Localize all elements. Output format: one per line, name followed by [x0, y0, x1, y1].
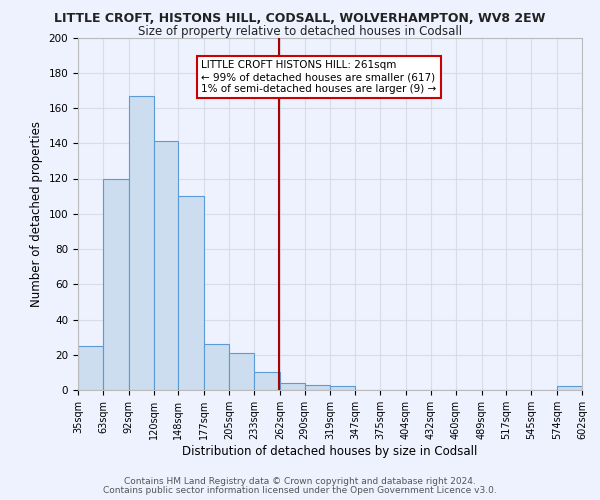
- Bar: [178, 196, 204, 390]
- Text: Size of property relative to detached houses in Codsall: Size of property relative to detached ho…: [138, 24, 462, 38]
- Bar: [103, 178, 128, 390]
- X-axis label: Distribution of detached houses by size in Codsall: Distribution of detached houses by size …: [182, 444, 478, 458]
- Bar: [280, 383, 305, 390]
- Y-axis label: Number of detached properties: Number of detached properties: [30, 120, 43, 306]
- Bar: [254, 372, 280, 390]
- Bar: [331, 386, 355, 390]
- Text: Contains public sector information licensed under the Open Government Licence v3: Contains public sector information licen…: [103, 486, 497, 495]
- Bar: [229, 353, 254, 390]
- Bar: [305, 384, 331, 390]
- Text: LITTLE CROFT, HISTONS HILL, CODSALL, WOLVERHAMPTON, WV8 2EW: LITTLE CROFT, HISTONS HILL, CODSALL, WOL…: [55, 12, 545, 26]
- Bar: [154, 142, 178, 390]
- Bar: [128, 96, 154, 390]
- Text: LITTLE CROFT HISTONS HILL: 261sqm
← 99% of detached houses are smaller (617)
1% : LITTLE CROFT HISTONS HILL: 261sqm ← 99% …: [202, 60, 437, 94]
- Bar: [78, 346, 103, 390]
- Bar: [557, 386, 582, 390]
- Text: Contains HM Land Registry data © Crown copyright and database right 2024.: Contains HM Land Registry data © Crown c…: [124, 478, 476, 486]
- Bar: [204, 344, 229, 390]
